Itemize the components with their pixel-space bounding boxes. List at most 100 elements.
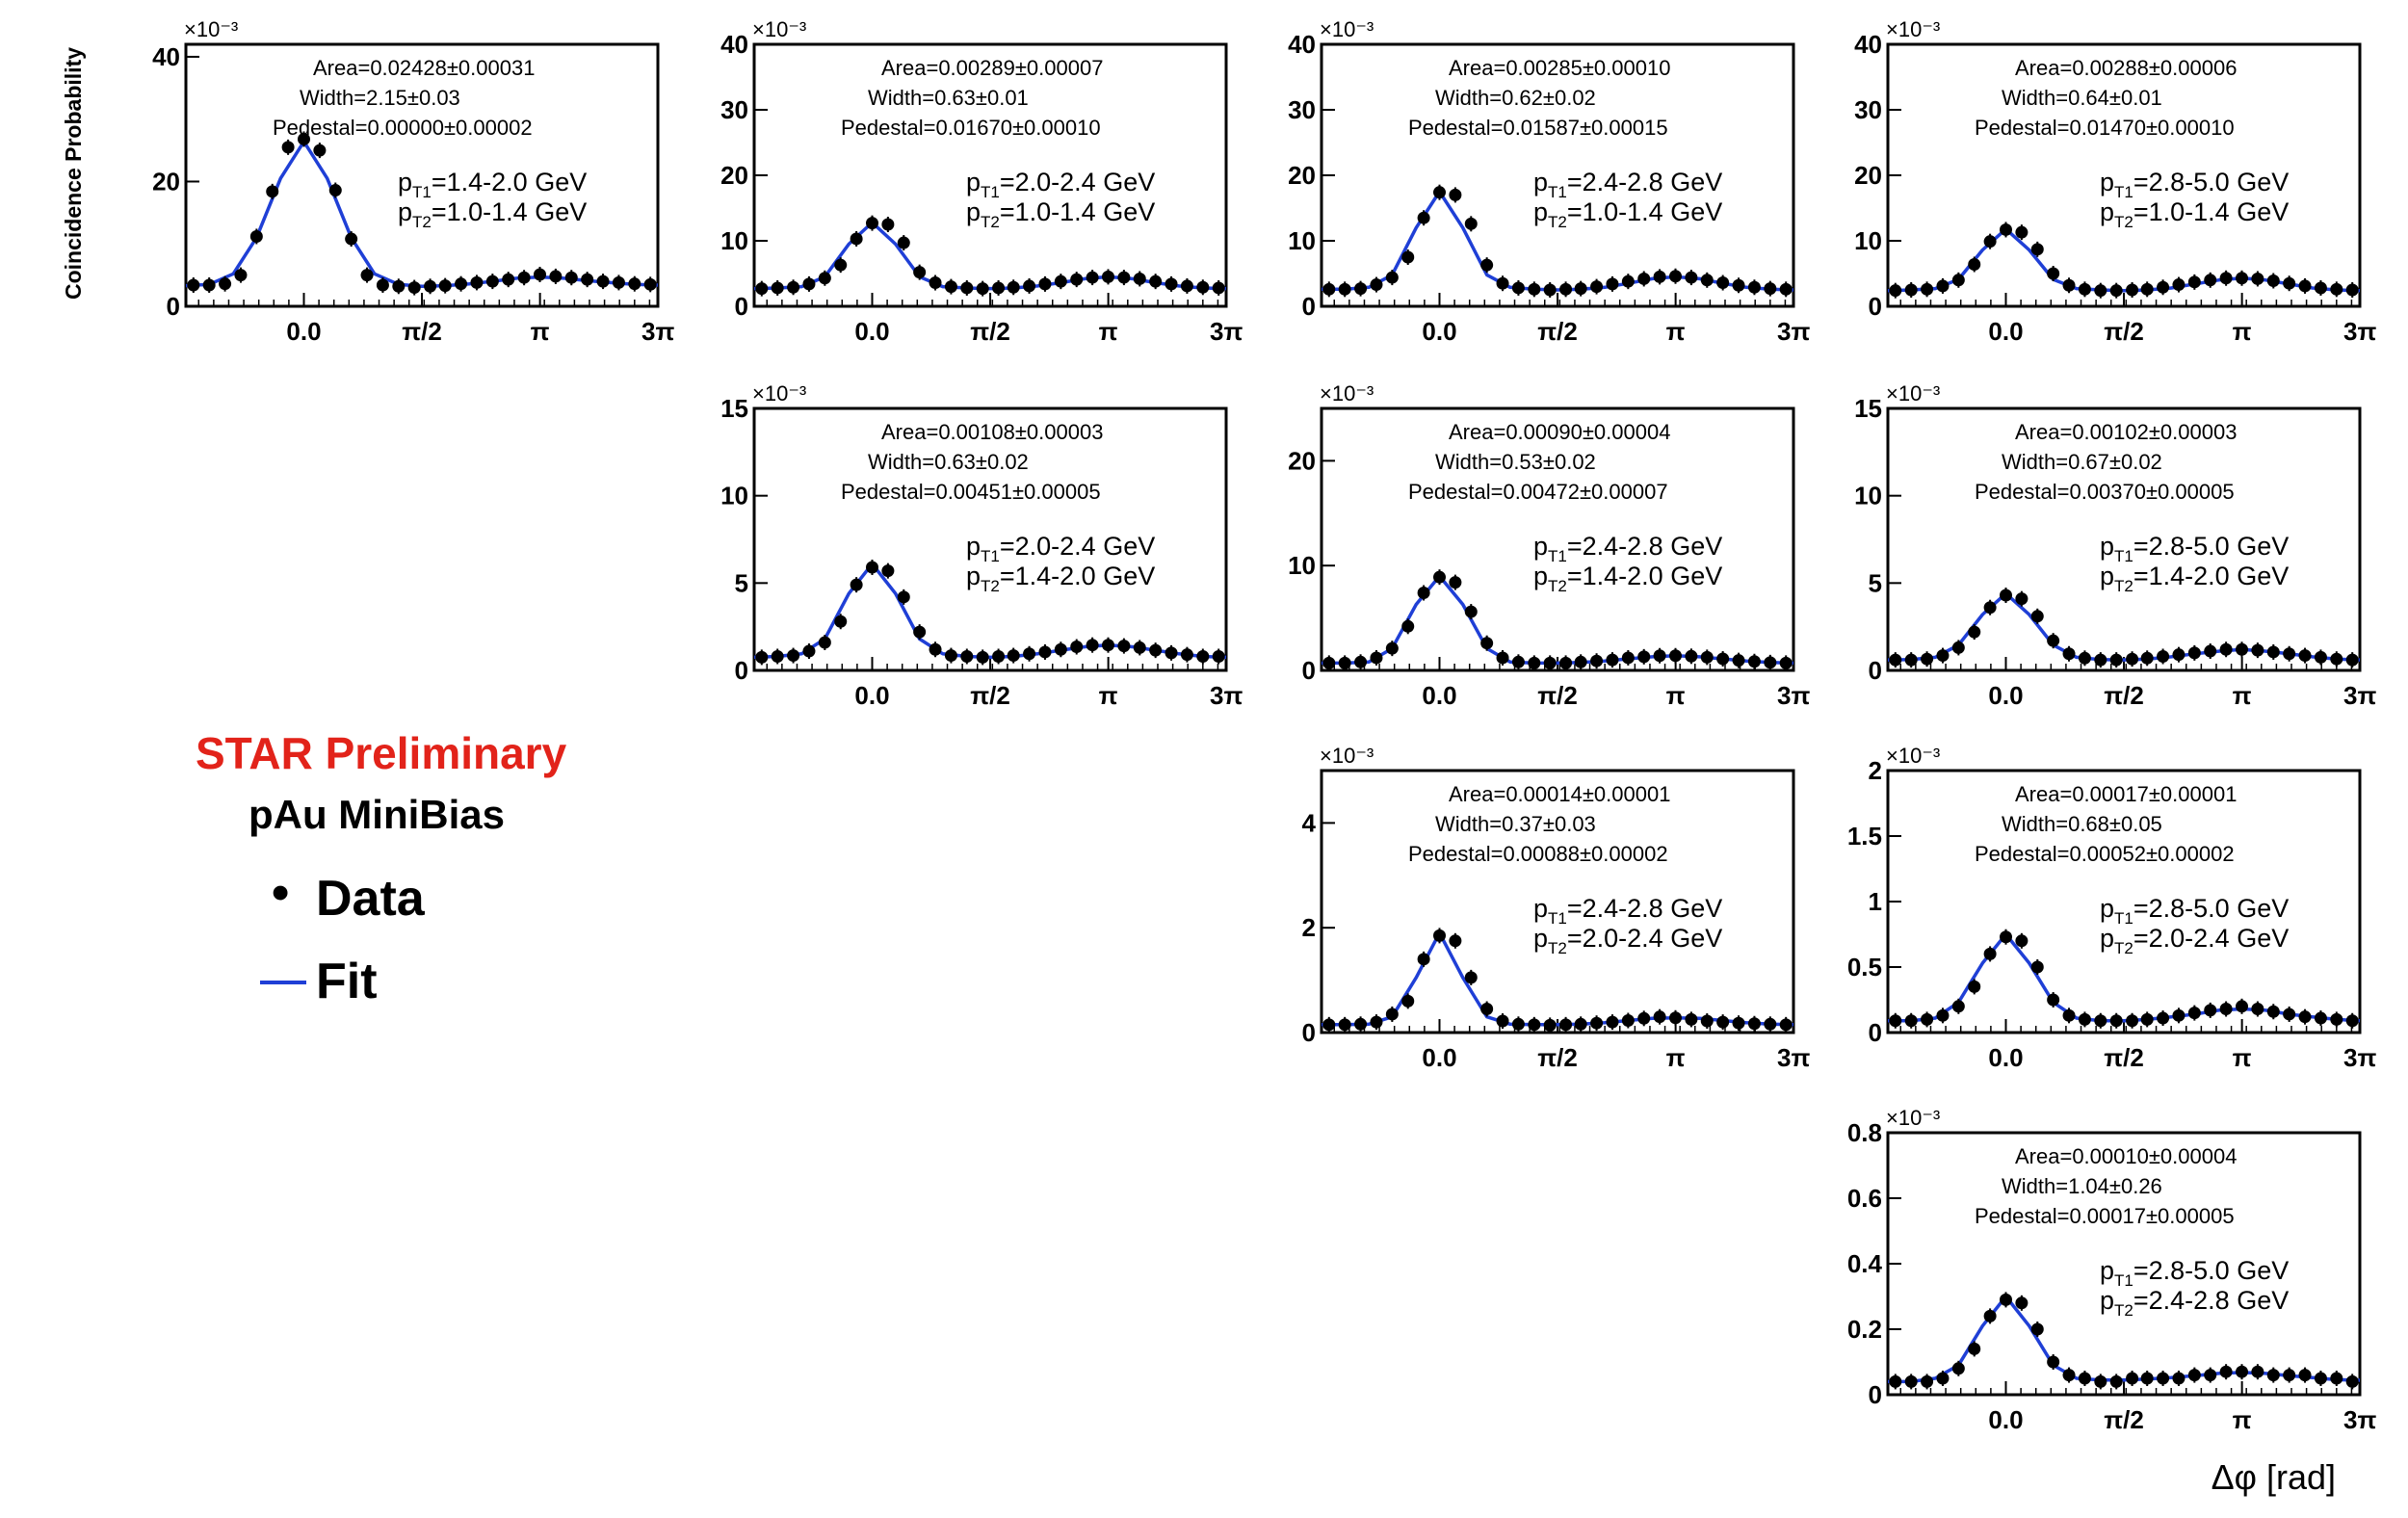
- data-point: [802, 277, 816, 291]
- data-point: [1936, 1008, 1950, 1022]
- data-point: [2140, 1372, 2154, 1385]
- data-point: [1936, 279, 1950, 293]
- data-point: [1401, 619, 1415, 633]
- data-point: [2314, 650, 2327, 664]
- legend-subtitle: pAu MiniBias: [249, 792, 505, 837]
- pt2-label: pT2=2.0-2.4 GeV: [1533, 924, 1722, 957]
- fit-area-text: Area=0.00285±0.00010: [1449, 56, 1670, 80]
- fit-width-text: Width=0.37±0.03: [1435, 812, 1596, 836]
- y-tick-label: 0.2: [1847, 1315, 1882, 1344]
- data-point: [1212, 649, 1225, 663]
- fit-area-text: Area=0.00108±0.00003: [881, 420, 1103, 444]
- fit-curve: [753, 562, 1227, 660]
- y-tick-label: 5: [1869, 568, 1882, 597]
- pt1-label: pT1=1.4-2.0 GeV: [398, 168, 587, 201]
- data-point: [2330, 282, 2343, 296]
- data-point: [1904, 653, 1918, 667]
- data-point: [2345, 1014, 2359, 1028]
- data-point: [2236, 1365, 2248, 1378]
- data-point: [2204, 274, 2217, 287]
- data-point: [1716, 276, 1730, 290]
- data-point: [1936, 649, 1950, 663]
- data-point: [1212, 281, 1225, 295]
- data-point: [1322, 282, 1336, 296]
- y-exponent-label: ×10⁻³: [1320, 744, 1374, 768]
- y-tick-label: 10: [1288, 226, 1316, 255]
- pt2-label: pT2=1.4-2.0 GeV: [966, 562, 1155, 595]
- x-tick-label: π: [1666, 1043, 1686, 1072]
- data-point: [2283, 647, 2296, 661]
- data-point: [944, 649, 957, 663]
- data-point: [2298, 279, 2312, 293]
- data-point: [2236, 1000, 2248, 1013]
- fit-pedestal-text: Pedestal=0.01587±0.00015: [1408, 116, 1668, 140]
- data-point: [1904, 1014, 1918, 1028]
- data-point: [2094, 1374, 2107, 1388]
- data-point: [1433, 570, 1446, 584]
- data-point: [2109, 1014, 2123, 1028]
- data-point: [2251, 272, 2264, 285]
- x-tick-label: π: [1666, 681, 1686, 710]
- data-point: [249, 229, 263, 243]
- data-point: [2283, 1008, 2296, 1021]
- data-point: [787, 649, 800, 663]
- data-point: [1401, 994, 1415, 1008]
- data-point: [1590, 654, 1604, 667]
- fit-pedestal-text: Pedestal=0.00370±0.00005: [1975, 480, 2235, 504]
- y-tick-label: 10: [720, 226, 748, 255]
- pt2-label: pT2=1.0-1.4 GeV: [2100, 197, 2289, 231]
- data-point: [976, 282, 989, 296]
- data-point: [1165, 277, 1178, 291]
- data-point: [2126, 283, 2139, 297]
- plot-frame: [1886, 1131, 2362, 1397]
- data-point: [1921, 1012, 1934, 1026]
- data-point: [2109, 1374, 2123, 1388]
- data-point: [913, 266, 927, 279]
- data-point: [407, 281, 421, 295]
- data-point: [298, 132, 310, 145]
- pt2-label: pT2=1.0-1.4 GeV: [398, 197, 587, 231]
- data-point: [1590, 280, 1604, 294]
- y-tick-label: 40: [1288, 30, 1316, 59]
- data-point: [1951, 1000, 1965, 1013]
- data-point: [2314, 1011, 2327, 1025]
- data-point: [1338, 1018, 1351, 1032]
- plot-frame: [752, 42, 1228, 308]
- data-point: [960, 281, 974, 295]
- data-point: [1559, 656, 1573, 669]
- data-point: [1496, 651, 1509, 665]
- fit-width-text: Width=0.63±0.02: [868, 450, 1029, 474]
- x-tick-label: π/2: [1537, 1043, 1578, 1072]
- data-point: [2266, 1005, 2280, 1018]
- pt1-label: pT1=2.8-5.0 GeV: [2100, 532, 2289, 565]
- data-point: [1528, 656, 1541, 669]
- data-point: [313, 144, 327, 157]
- fit-pedestal-text: Pedestal=0.00017±0.00005: [1975, 1204, 2235, 1228]
- data-point: [944, 280, 957, 294]
- data-point: [1732, 1016, 1745, 1030]
- y-exponent-label: ×10⁻³: [752, 381, 806, 406]
- legend-fit-label: Fit: [316, 954, 378, 1009]
- data-point: [1038, 645, 1052, 659]
- data-point: [2078, 1372, 2091, 1385]
- data-point: [1070, 273, 1084, 286]
- y-tick-label: 0: [1869, 1018, 1882, 1047]
- data-point: [2126, 652, 2139, 666]
- data-point: [392, 279, 406, 293]
- y-exponent-label: ×10⁻³: [1886, 1106, 1940, 1130]
- y-tick-label: 10: [1854, 482, 1882, 510]
- fit-pedestal-text: Pedestal=0.00088±0.00002: [1408, 842, 1668, 866]
- y-tick-label: 0: [1869, 656, 1882, 685]
- panel-5: 0 5 10 15 0.0 π/2 π 3π ×10⁻³ Area=0.00108±0.00003…: [720, 381, 1243, 710]
- data-point: [596, 275, 610, 288]
- data-point: [1779, 282, 1793, 296]
- data-point: [1086, 271, 1099, 284]
- fit-area-text: Area=0.00010±0.00004: [2015, 1144, 2237, 1168]
- data-point: [1621, 275, 1635, 288]
- data-point: [881, 218, 895, 231]
- data-point: [1054, 642, 1067, 656]
- data-point: [1464, 217, 1478, 230]
- data-point: [1764, 1017, 1777, 1031]
- y-tick-label: 2: [1869, 756, 1882, 785]
- y-tick-label: 0: [1302, 1018, 1316, 1047]
